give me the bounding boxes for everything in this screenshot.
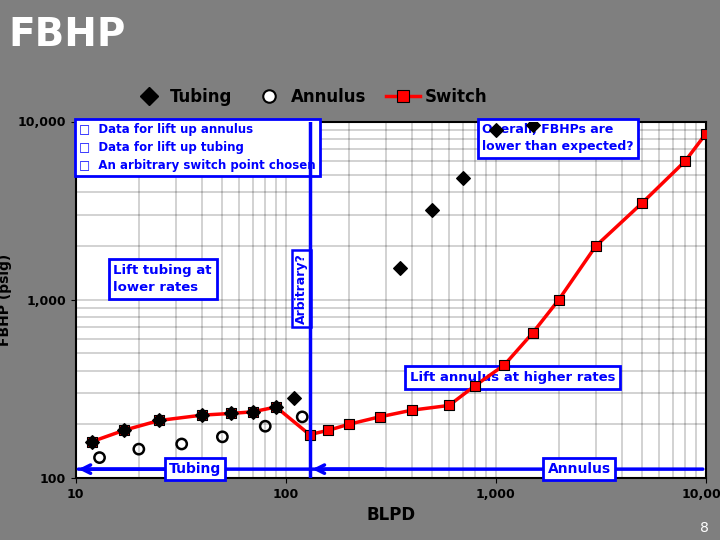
Point [247, 408, 258, 416]
Point [153, 416, 165, 425]
Point [176, 440, 187, 448]
Y-axis label: FBHP (psig): FBHP (psig) [0, 254, 12, 346]
Point [217, 433, 228, 441]
Text: FBHP: FBHP [9, 16, 126, 54]
Point [680, 157, 691, 165]
Point [427, 205, 438, 214]
Point [225, 409, 237, 418]
Point [636, 198, 648, 207]
Point [297, 413, 308, 421]
Point [94, 453, 105, 462]
Point [444, 401, 455, 410]
Point [527, 329, 539, 338]
Point [343, 420, 354, 429]
Point [86, 437, 98, 446]
Point [197, 411, 208, 420]
Point [118, 426, 130, 435]
Point [469, 381, 481, 390]
Point [553, 295, 564, 304]
Point [270, 403, 282, 411]
Text: Annulus: Annulus [548, 462, 611, 476]
Point [153, 416, 165, 425]
Point [225, 409, 237, 418]
Point [490, 125, 501, 134]
Point [270, 403, 282, 411]
Point [86, 437, 98, 446]
Point [700, 130, 711, 138]
Point [394, 264, 405, 273]
Point [259, 422, 271, 430]
Point [527, 121, 539, 130]
Point [323, 426, 334, 435]
Text: 8: 8 [701, 521, 709, 535]
Text: Lift tubing at
lower rates: Lift tubing at lower rates [114, 264, 212, 294]
Point [457, 174, 469, 183]
Point [498, 361, 510, 369]
Point [406, 406, 418, 415]
Point [247, 408, 258, 416]
X-axis label: BLPD: BLPD [366, 506, 415, 524]
Text: □  Data for lift up annulus
□  Data for lift up tubing
□  An arbitrary switch po: □ Data for lift up annulus □ Data for li… [78, 123, 315, 172]
Point [133, 445, 145, 454]
Text: Tubing: Tubing [168, 462, 221, 476]
Point [289, 394, 300, 402]
Point [590, 242, 601, 251]
Point [197, 411, 208, 420]
Point [374, 413, 385, 421]
Legend: Tubing, Annulus, Switch: Tubing, Annulus, Switch [125, 82, 494, 113]
Point [304, 430, 315, 439]
Text: Arbitrary?: Arbitrary? [294, 253, 307, 324]
Text: Lift annulus at higher rates: Lift annulus at higher rates [410, 371, 615, 384]
Point [118, 426, 130, 435]
Text: Overall, FBHPs are
lower than expected?: Overall, FBHPs are lower than expected? [482, 123, 634, 153]
